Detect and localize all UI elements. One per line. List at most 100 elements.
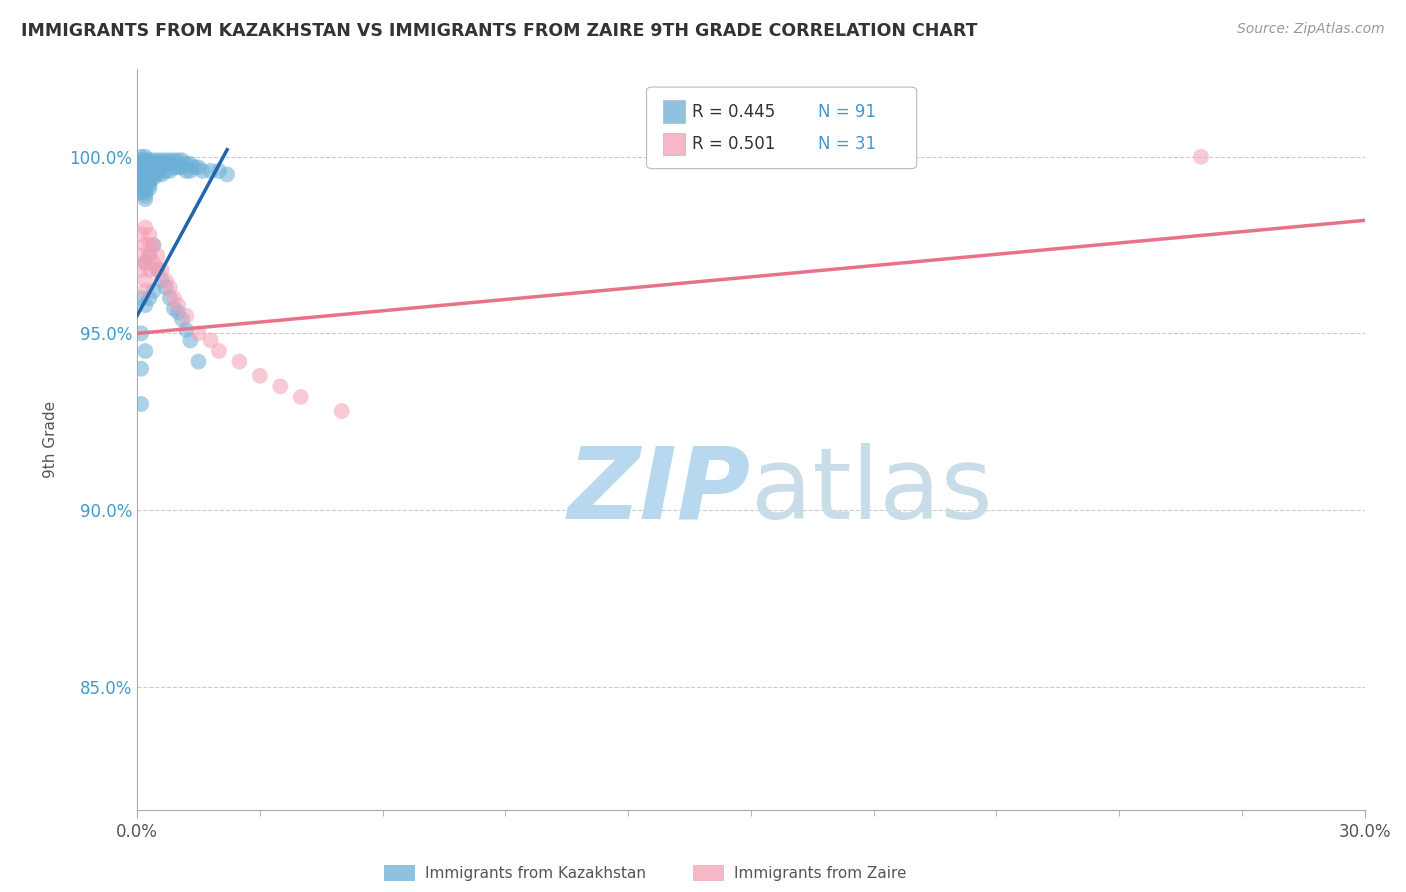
Point	[167, 161, 190, 175]
Point	[134, 238, 156, 252]
Point	[129, 361, 152, 376]
Point	[142, 164, 165, 178]
Point	[146, 262, 169, 277]
Point	[134, 181, 156, 195]
Point	[146, 249, 169, 263]
Point	[134, 150, 156, 164]
Point	[155, 164, 177, 178]
Point	[138, 249, 160, 263]
Point	[142, 161, 165, 175]
Point	[129, 326, 152, 341]
Point	[163, 301, 186, 316]
Point	[134, 164, 156, 178]
Point	[179, 334, 201, 348]
Text: N = 91: N = 91	[818, 103, 876, 120]
Point	[129, 249, 152, 263]
Point	[228, 354, 250, 368]
Point	[155, 273, 177, 287]
Point	[134, 168, 156, 182]
Point	[142, 284, 165, 298]
Point	[208, 344, 231, 359]
Point	[150, 161, 173, 175]
Y-axis label: 9th Grade: 9th Grade	[44, 401, 58, 478]
Point	[146, 161, 169, 175]
Point	[200, 334, 222, 348]
Point	[174, 309, 197, 323]
Point	[167, 305, 190, 319]
Text: N = 31: N = 31	[818, 136, 876, 153]
Point	[146, 262, 169, 277]
Point	[208, 164, 231, 178]
Point	[134, 344, 156, 359]
Point	[159, 280, 181, 294]
Text: atlas: atlas	[751, 442, 993, 540]
Point	[129, 150, 152, 164]
Point	[163, 161, 186, 175]
Point	[138, 262, 160, 277]
Point	[159, 157, 181, 171]
Text: R = 0.445: R = 0.445	[692, 103, 775, 120]
Point	[134, 256, 156, 270]
Point	[134, 161, 156, 175]
Point	[159, 153, 181, 168]
Point	[129, 397, 152, 411]
Point	[179, 157, 201, 171]
Point	[138, 153, 160, 168]
Point	[187, 326, 209, 341]
Point	[134, 178, 156, 192]
Point	[134, 157, 156, 171]
Point	[172, 312, 194, 326]
Point	[174, 157, 197, 171]
Point	[159, 291, 181, 305]
Point	[134, 185, 156, 199]
Point	[129, 178, 152, 192]
Point	[134, 153, 156, 168]
Point	[129, 175, 152, 189]
Point	[129, 227, 152, 242]
Point	[217, 168, 239, 182]
Point	[129, 157, 152, 171]
Point	[249, 368, 271, 383]
Point	[129, 164, 152, 178]
Point	[159, 164, 181, 178]
Text: Immigrants from Kazakhstan: Immigrants from Kazakhstan	[425, 866, 645, 880]
Point	[138, 178, 160, 192]
Point	[146, 164, 169, 178]
Point	[134, 220, 156, 235]
Point	[290, 390, 312, 404]
Point	[138, 238, 160, 252]
Point	[129, 185, 152, 199]
Point	[174, 164, 197, 178]
Point	[138, 161, 160, 175]
Point	[146, 168, 169, 182]
Point	[155, 157, 177, 171]
Point	[138, 291, 160, 305]
Point	[191, 164, 214, 178]
Point	[134, 188, 156, 202]
Point	[138, 157, 160, 171]
Point	[167, 298, 190, 312]
Bar	[662, 133, 685, 155]
Text: Immigrants from Zaire: Immigrants from Zaire	[734, 866, 907, 880]
Point	[1189, 150, 1212, 164]
Point	[129, 181, 152, 195]
Point	[142, 171, 165, 186]
Point	[150, 153, 173, 168]
Point	[134, 256, 156, 270]
Point	[134, 273, 156, 287]
Point	[142, 157, 165, 171]
Point	[146, 157, 169, 171]
Point	[150, 157, 173, 171]
Point	[187, 161, 209, 175]
Point	[150, 273, 173, 287]
Point	[187, 354, 209, 368]
Point	[134, 175, 156, 189]
Point	[155, 153, 177, 168]
Text: ZIP: ZIP	[568, 442, 751, 540]
Point	[142, 168, 165, 182]
Point	[200, 164, 222, 178]
Text: Source: ZipAtlas.com: Source: ZipAtlas.com	[1237, 22, 1385, 37]
Point	[155, 280, 177, 294]
Point	[150, 168, 173, 182]
Point	[129, 262, 152, 277]
